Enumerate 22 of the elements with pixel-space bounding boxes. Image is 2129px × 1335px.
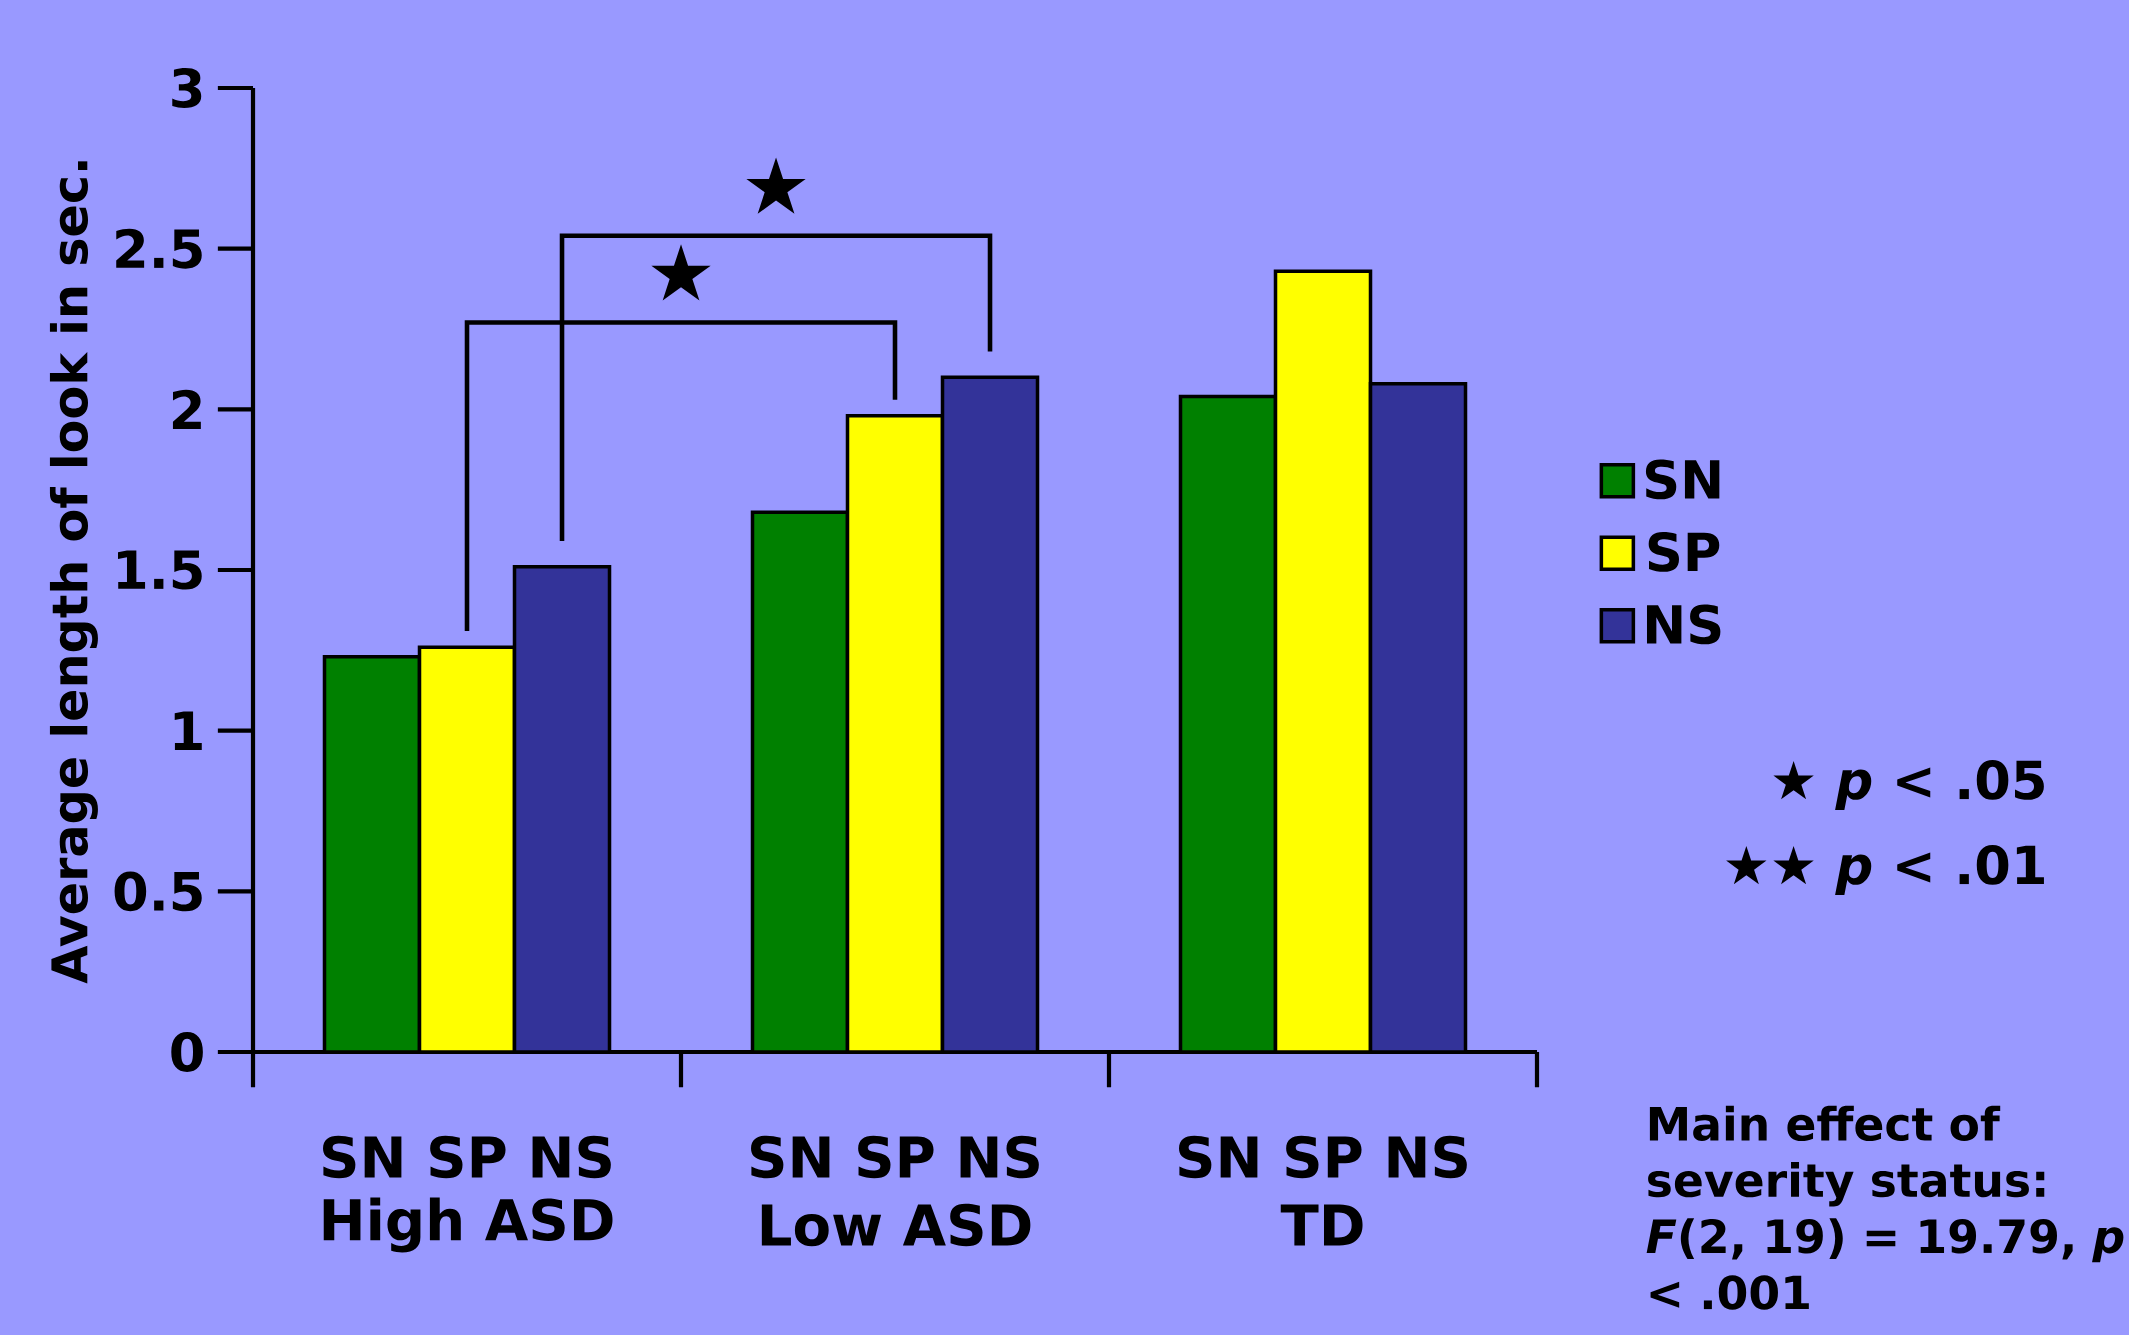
x-tick-label: TD <box>1280 1204 1363 1246</box>
x-tick-label: Low ASD <box>761 1203 1031 1247</box>
annotation: ★ <box>651 244 711 301</box>
legend-label: SN <box>1645 459 1720 500</box>
y-tick-label: 2 <box>172 389 201 429</box>
text: SN SP NS <box>323 1135 611 1179</box>
y-tick-label: 0.5 <box>114 871 202 912</box>
x-tick-label: High ASD <box>323 1197 613 1253</box>
legend-label: SP <box>1648 531 1720 572</box>
legend-label: NS <box>1646 604 1721 645</box>
annotation: ★ <box>746 157 806 214</box>
text: ★★ p < .01 <box>1726 844 2044 896</box>
y-axis-title: Average length of look in sec. <box>49 161 98 984</box>
text: Main effect of severity status: F(2, 19) = 19.79, p < .001 <box>1646 1105 2124 1310</box>
y-tick-label: 2.5 <box>116 228 202 269</box>
y-tick-label: 1 <box>174 711 202 750</box>
y-tick-label: 1.5 <box>118 550 202 590</box>
text: SN SP NS <box>1179 1135 1467 1179</box>
y-tick-label: 0 <box>171 1032 203 1072</box>
text: ★ p < .05 <box>1773 759 2044 811</box>
text: SN SP NS <box>751 1135 1039 1179</box>
y-tick-label: 3 <box>172 68 202 108</box>
